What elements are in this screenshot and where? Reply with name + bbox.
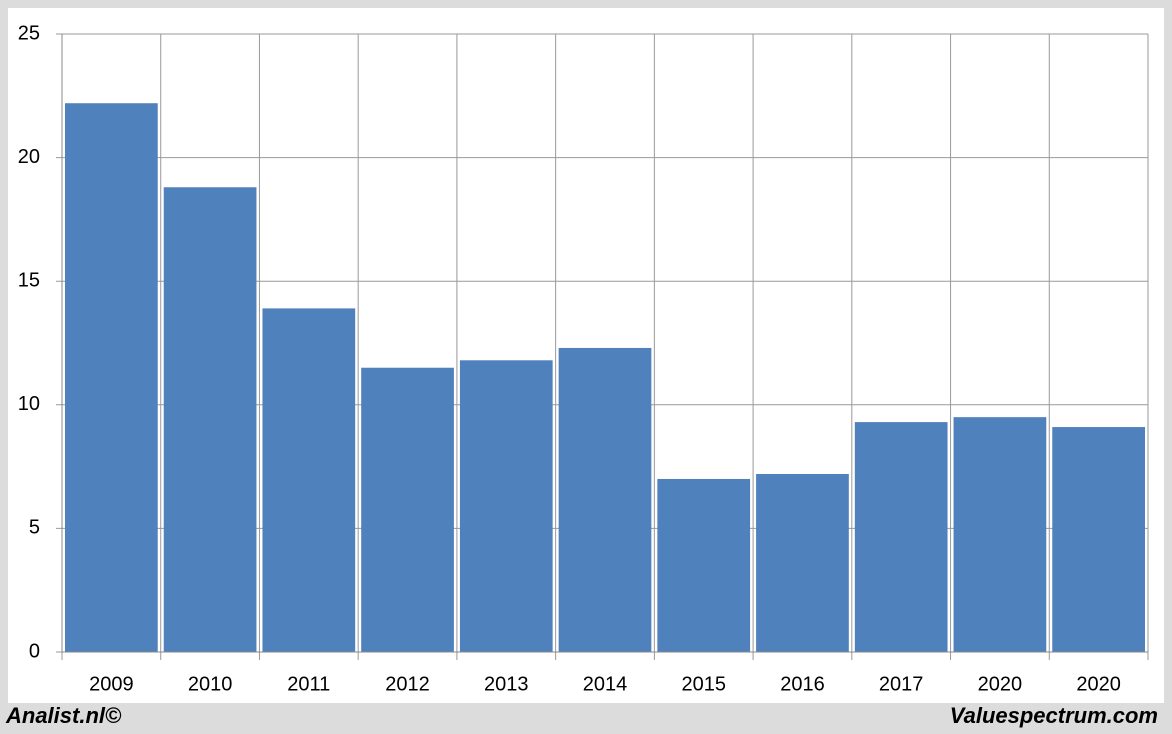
x-tick-label: 2009 (89, 673, 134, 695)
x-tick-label: 2015 (681, 673, 726, 695)
x-tick-label: 2020 (978, 673, 1023, 695)
x-tick-label: 2014 (583, 673, 628, 695)
x-tick-label: 2010 (188, 673, 233, 695)
bar (558, 347, 652, 652)
footer-left: Analist.nl© (5, 703, 122, 728)
bar (262, 308, 356, 652)
bar (163, 187, 257, 652)
x-tick-label: 2017 (879, 673, 924, 695)
x-tick-label: 2020 (1076, 673, 1121, 695)
x-tick-label: 2016 (780, 673, 825, 695)
x-tick-label: 2011 (287, 673, 330, 695)
y-tick-label: 10 (18, 393, 40, 415)
y-tick-label: 5 (29, 517, 40, 539)
bar (459, 360, 553, 652)
y-tick-label: 20 (18, 146, 40, 168)
y-tick-label: 0 (29, 640, 40, 662)
bar (953, 417, 1047, 652)
bar (854, 422, 948, 652)
bar (361, 367, 454, 652)
y-tick-label: 25 (18, 22, 40, 44)
bar (657, 478, 751, 652)
bar (1052, 427, 1145, 652)
x-tick-label: 2013 (484, 673, 529, 695)
footer-right: Valuespectrum.com (950, 703, 1158, 728)
y-tick-label: 15 (18, 269, 40, 291)
x-tick-label: 2012 (385, 673, 430, 695)
bar (65, 103, 158, 652)
bar (756, 474, 849, 652)
